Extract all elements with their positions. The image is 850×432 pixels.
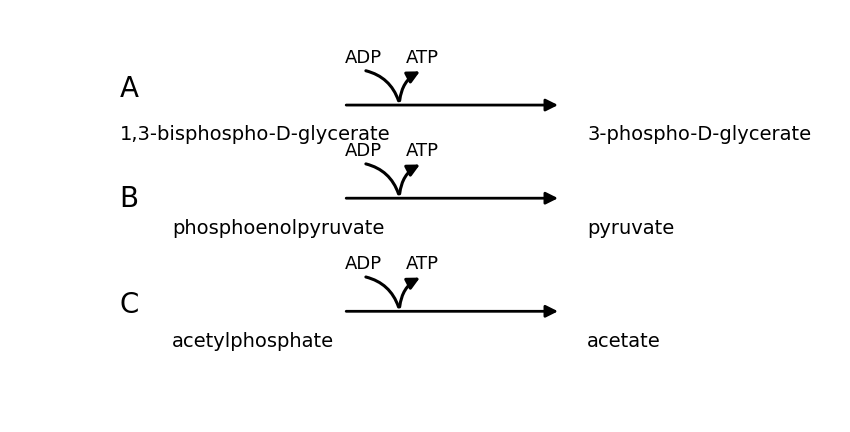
Text: A: A: [119, 75, 139, 103]
Text: pyruvate: pyruvate: [587, 219, 674, 238]
Text: acetylphosphate: acetylphosphate: [172, 332, 334, 351]
Text: ADP: ADP: [344, 142, 382, 160]
Text: acetate: acetate: [587, 332, 661, 351]
Text: 3-phospho-D-glycerate: 3-phospho-D-glycerate: [587, 126, 811, 144]
Text: B: B: [119, 185, 139, 213]
Text: phosphoenolpyruvate: phosphoenolpyruvate: [172, 219, 384, 238]
Text: ATP: ATP: [406, 142, 439, 160]
Text: ATP: ATP: [406, 255, 439, 273]
Text: ADP: ADP: [344, 255, 382, 273]
Text: ADP: ADP: [344, 49, 382, 67]
Text: C: C: [119, 291, 139, 319]
Text: ATP: ATP: [406, 49, 439, 67]
Text: 1,3-bisphospho-D-glycerate: 1,3-bisphospho-D-glycerate: [119, 126, 390, 144]
